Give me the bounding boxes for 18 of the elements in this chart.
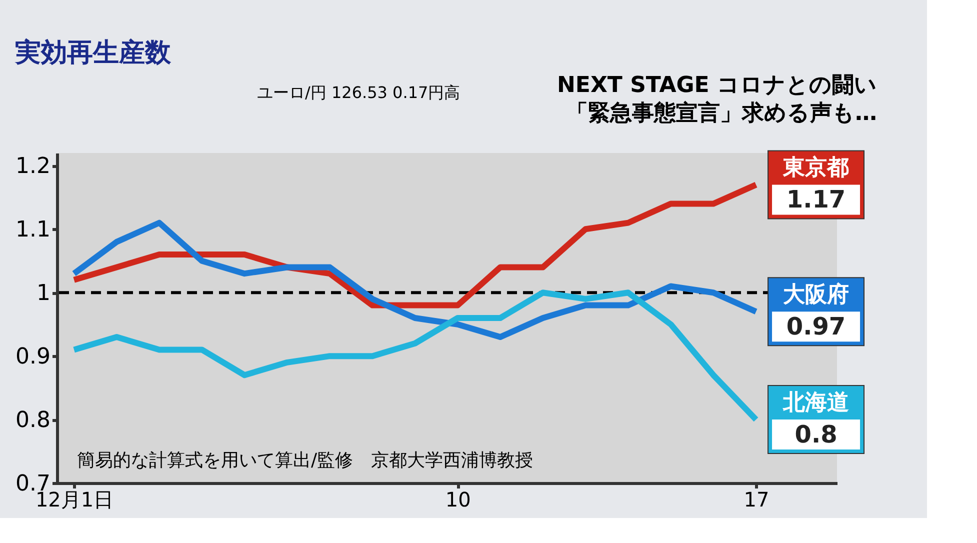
series-label: 大阪府 [783, 282, 850, 308]
y-tick-label: 0.9 [16, 344, 50, 370]
data-label: 0.97 [786, 312, 846, 341]
data-label: 0.8 [794, 420, 838, 449]
series-label: 北海道 [782, 390, 850, 416]
text: ユーロ/円 126.53 0.17円高 [257, 83, 460, 102]
x-tick-label: 17 [744, 488, 770, 512]
text: NEXT STAGE コロナとの闘い [557, 73, 877, 98]
data-label: 1.17 [786, 186, 846, 214]
series-label: 東京都 [782, 154, 850, 181]
y-tick-label: 1.1 [16, 218, 50, 243]
text: 「緊急事態宣言」求める声も… [566, 100, 877, 126]
y-tick-label: 1.2 [16, 154, 50, 180]
annotation: 簡易的な計算式を用いて算出/監修 京都大学西浦博教授 [77, 450, 534, 471]
y-tick-label: 1 [36, 281, 50, 306]
x-tick-label: 10 [445, 488, 471, 512]
chart-title: 実効再生産数 [14, 38, 172, 68]
y-tick-label: 0.8 [16, 408, 50, 434]
